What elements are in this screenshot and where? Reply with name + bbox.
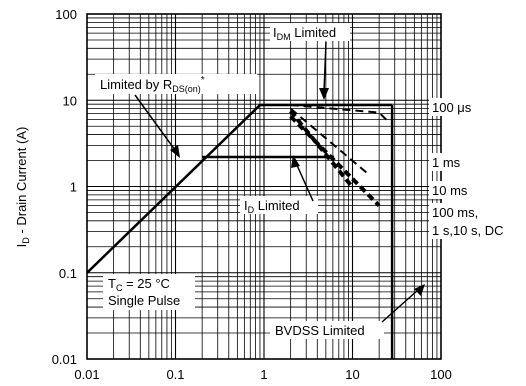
bvdss-arrow — [381, 289, 419, 323]
idm-label-post: Limited — [291, 25, 337, 40]
t100ms-label-line1: 100 ms, — [432, 205, 478, 220]
y-tick-label: 0.1 — [59, 266, 77, 281]
y-tick-label: 10 — [63, 93, 77, 108]
tc-label-post: = 25 °C — [122, 276, 169, 291]
idm-arrow — [323, 41, 327, 93]
y-tick-label: 0.01 — [52, 352, 77, 367]
rds-label: Limited by RDS(on)* — [100, 75, 205, 94]
x-tick-label: 0.1 — [166, 367, 184, 382]
rds-arrowhead — [170, 145, 180, 158]
grid — [87, 14, 441, 359]
t100ms-label-line2: 1 s,10 s, DC — [432, 223, 504, 238]
t10ms-label: 10 ms — [432, 183, 468, 198]
series-pulse-100us — [290, 104, 390, 124]
tc-label-pre: T — [108, 276, 116, 291]
id-label: ID Limited — [244, 198, 300, 215]
idm-label: IDM Limited — [273, 25, 336, 42]
single-pulse-label: Single Pulse — [108, 293, 180, 308]
bvdss-label: BVDSS Limited — [275, 323, 365, 338]
tc-label: TC = 25 °C — [108, 276, 170, 293]
idm-label-pre: I — [273, 25, 277, 40]
id-label-sub: D — [248, 205, 255, 215]
x-tick-label: 1 — [260, 367, 267, 382]
bvdss-arrowhead — [414, 284, 425, 296]
series-layer — [86, 103, 394, 359]
rds-label-pre: Limited by R — [100, 77, 172, 92]
y-tick-label: 100 — [55, 7, 77, 22]
t10ms-label-box — [429, 181, 473, 199]
y-axis-label: ID - Drain Current (A) — [14, 127, 31, 248]
id-label-box — [240, 196, 318, 214]
annotations: IDM Limited Limited by RDS(on)* 100 μs 1… — [95, 23, 521, 339]
t100us-label: 100 μs — [432, 100, 472, 115]
y-axis-label-pre: I — [14, 244, 29, 248]
y-axis-label-sub: D — [21, 237, 31, 244]
y-axis-label-post: - Drain Current (A) — [14, 127, 29, 238]
x-tick-label: 10 — [345, 367, 359, 382]
idm-label-sub: DM — [277, 32, 291, 42]
idm-label-box — [270, 23, 350, 41]
y-tick-label: 1 — [70, 180, 77, 195]
t1ms-label-box — [429, 153, 463, 171]
id-arrow — [295, 162, 314, 202]
idm-arrowhead — [319, 88, 329, 100]
id-label-pre: I — [244, 198, 248, 213]
t1ms-label: 1 ms — [432, 155, 461, 170]
rds-label-sub: DS(on) — [172, 84, 201, 94]
rds-label-post: * — [201, 75, 205, 86]
series-pulse-1ms — [289, 107, 369, 175]
rds-arrow — [134, 94, 176, 151]
x-tick-label: 100 — [430, 367, 452, 382]
annotation-arrows — [134, 41, 425, 323]
series-pulse-100ms — [289, 114, 381, 208]
series-rds-limit — [86, 104, 261, 274]
id-arrowhead — [291, 155, 300, 168]
t100us-label-box — [429, 98, 479, 116]
tc-label-sub: C — [116, 283, 123, 293]
t100ms-label-box — [429, 203, 521, 239]
bvdss-label-box — [270, 321, 384, 339]
x-tick-label: 0.01 — [74, 367, 99, 382]
id-label-post: Limited — [254, 198, 300, 213]
rds-label-box — [95, 74, 257, 94]
tc-label-box — [103, 274, 195, 310]
tick-labels: 0.01 0.1 1 10 100 0.01 0.1 1 10 100 — [52, 7, 452, 382]
